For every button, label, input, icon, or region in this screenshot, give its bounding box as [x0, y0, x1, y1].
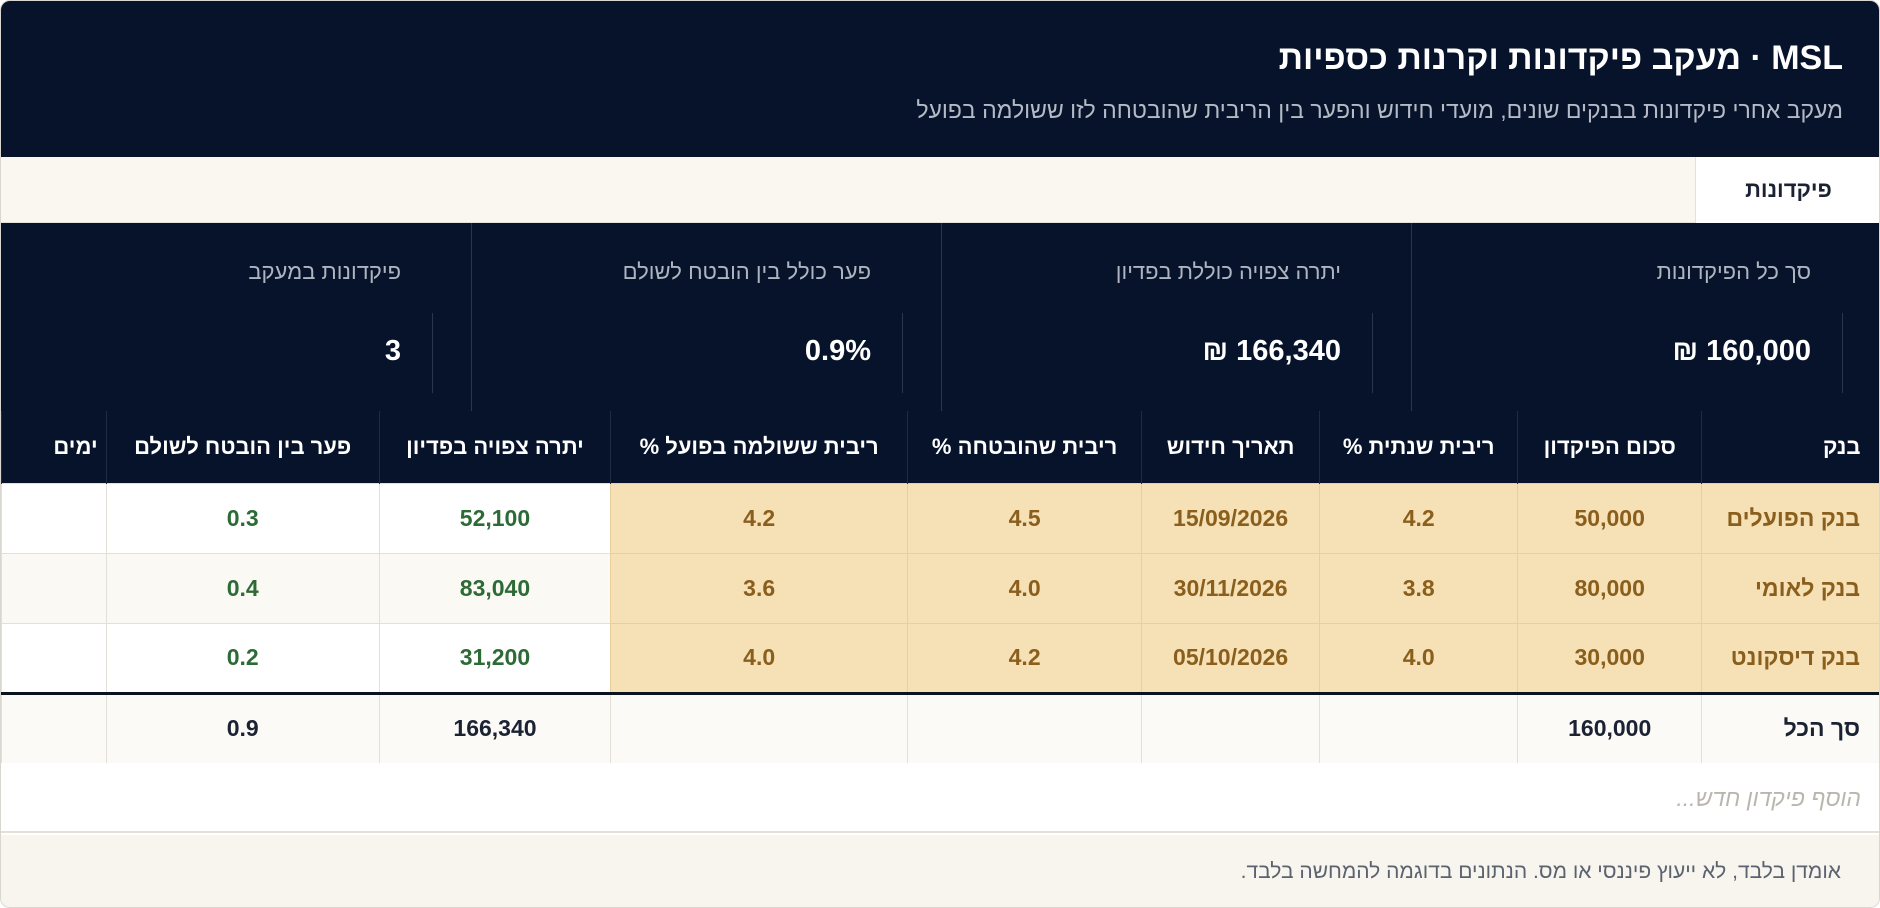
- cell-renewal-date[interactable]: 15/09/2026: [1141, 482, 1321, 554]
- stat-value: 0.9%: [804, 335, 871, 367]
- cell-annual-rate[interactable]: 3.8: [1319, 552, 1519, 624]
- cell-paid-rate[interactable]: 4.2: [610, 482, 909, 554]
- cell-promised-rate[interactable]: 4.5: [907, 482, 1143, 554]
- cell-expected-balance: 83,040: [378, 552, 612, 624]
- cell-paid-rate[interactable]: 4.0: [610, 622, 909, 694]
- total-label: סך הכל: [1701, 691, 1879, 764]
- col-header-bank[interactable]: בנק: [1701, 411, 1879, 483]
- page-title: MSL · מעקב פיקדונות וקרנות כספיות: [1278, 39, 1843, 77]
- cell-days: [1, 552, 107, 624]
- table-row[interactable]: בנק לאומי 80,000 3.8 30/11/2026 4.0 3.6 …: [1, 552, 1879, 624]
- summary-stats: סך כל הפיקדונות 160,000 ₪ יתרה צפויה כול…: [1, 223, 1879, 411]
- cell-amount[interactable]: 50,000: [1517, 482, 1703, 554]
- tab-bar: פיקדונות: [1, 157, 1879, 223]
- stat-label: סך כל הפיקדונות: [1656, 259, 1811, 284]
- stat-value: 166,340 ₪: [1202, 335, 1341, 367]
- stat-total-gap: פער כולל בין הובטח לשולם 0.9%: [471, 223, 941, 411]
- total-expected-balance: 166,340: [378, 691, 612, 764]
- col-header-days[interactable]: ימים: [1, 411, 107, 483]
- cell-bank[interactable]: בנק לאומי: [1701, 552, 1879, 624]
- add-deposit-input[interactable]: [961, 777, 1861, 819]
- cell-expected-balance: 31,200: [378, 622, 612, 694]
- stat-label: פיקדונות במעקב: [248, 259, 401, 284]
- cell-amount[interactable]: 80,000: [1517, 552, 1703, 624]
- table-row[interactable]: בנק דיסקונט 30,000 4.0 05/10/2026 4.2 4.…: [1, 622, 1879, 694]
- cell-renewal-date[interactable]: 30/11/2026: [1141, 552, 1321, 624]
- stat-value: 3: [384, 335, 401, 367]
- cell-renewal-date[interactable]: 05/10/2026: [1141, 622, 1321, 694]
- table-row[interactable]: בנק הפועלים 50,000 4.2 15/09/2026 4.5 4.…: [1, 482, 1879, 554]
- cell-bank[interactable]: בנק דיסקונט: [1701, 622, 1879, 694]
- col-header-annual-rate[interactable]: ריבית שנתית %: [1319, 411, 1518, 483]
- total-amount: 160,000: [1517, 691, 1703, 764]
- cell-annual-rate[interactable]: 4.0: [1319, 622, 1519, 694]
- cell-expected-balance: 52,100: [378, 482, 612, 554]
- cell-promised-rate[interactable]: 4.0: [907, 552, 1143, 624]
- cell-gap: 0.4: [105, 552, 380, 624]
- cell-days: [1, 482, 107, 554]
- cell-paid-rate[interactable]: 3.6: [610, 552, 909, 624]
- stat-label: יתרה צפויה כוללת בפדיון: [1115, 259, 1341, 284]
- cell-bank[interactable]: בנק הפועלים: [1701, 482, 1879, 554]
- col-header-amount[interactable]: סכום הפיקדון: [1517, 411, 1702, 483]
- col-header-renewal-date[interactable]: תאריך חידוש: [1141, 411, 1320, 483]
- page-header: MSL · מעקב פיקדונות וקרנות כספיות מעקב א…: [1, 1, 1879, 157]
- col-header-promised-rate[interactable]: ריבית שהובטחה %: [907, 411, 1142, 483]
- footer-disclaimer: אומדן בלבד, לא ייעוץ פיננסי או מס. הנתונ…: [1, 835, 1879, 907]
- stat-total-deposits: סך כל הפיקדונות 160,000 ₪: [1411, 223, 1879, 411]
- col-header-gap[interactable]: פער בין הובטח לשולם: [105, 411, 380, 483]
- tab-deposits[interactable]: פיקדונות: [1695, 157, 1879, 223]
- total-empty-cell: [610, 691, 909, 764]
- cell-annual-rate[interactable]: 4.2: [1319, 482, 1519, 554]
- total-gap: 0.9: [105, 691, 380, 764]
- add-deposit-row: [1, 763, 1879, 833]
- table-header-row: בנק סכום הפיקדון ריבית שנתית % תאריך חיד…: [1, 411, 1879, 483]
- total-empty-cell: [1, 691, 107, 764]
- stat-value: 160,000 ₪: [1672, 335, 1811, 367]
- table-total-row: סך הכל 160,000 166,340 0.9: [1, 691, 1879, 764]
- cell-days: [1, 622, 107, 694]
- cell-amount[interactable]: 30,000: [1517, 622, 1703, 694]
- stat-expected-balance: יתרה צפויה כוללת בפדיון 166,340 ₪: [941, 223, 1411, 411]
- cell-promised-rate[interactable]: 4.2: [907, 622, 1143, 694]
- total-empty-cell: [907, 691, 1143, 764]
- col-header-paid-rate[interactable]: ריבית ששולמה בפועל %: [610, 411, 908, 483]
- stat-label: פער כולל בין הובטח לשולם: [622, 259, 871, 284]
- stat-deposit-count: פיקדונות במעקב 3: [1, 223, 471, 411]
- total-empty-cell: [1141, 691, 1321, 764]
- col-header-expected-balance[interactable]: יתרה צפויה בפדיון: [378, 411, 611, 483]
- cell-gap: 0.2: [105, 622, 380, 694]
- deposits-table: בנק סכום הפיקדון ריבית שנתית % תאריך חיד…: [1, 411, 1879, 764]
- page-subtitle: מעקב אחרי פיקדונות בבנקים שונים, מועדי ח…: [916, 97, 1843, 123]
- total-empty-cell: [1319, 691, 1519, 764]
- cell-gap: 0.3: [105, 482, 380, 554]
- deposits-table-container[interactable]: בנק סכום הפיקדון ריבית שנתית % תאריך חיד…: [1, 411, 1879, 833]
